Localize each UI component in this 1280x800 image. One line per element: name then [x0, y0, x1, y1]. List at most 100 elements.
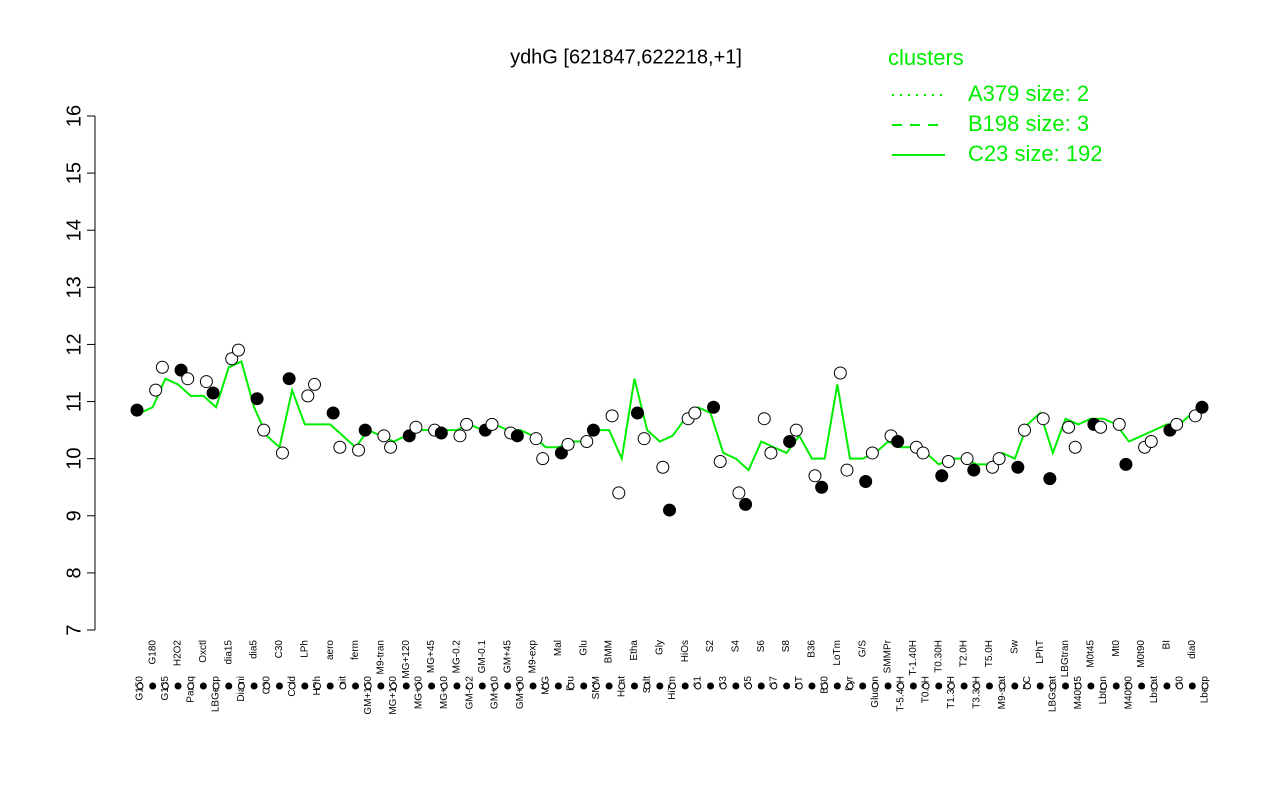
x-tick-label: G/S: [857, 640, 868, 658]
x-tick-label: Sw: [1009, 639, 1020, 654]
x-tick-label: GM+10: [490, 676, 501, 710]
category-marker: [504, 682, 512, 690]
x-tick-label: T-5.40H: [895, 676, 906, 712]
data-point: [783, 435, 797, 449]
data-point: [1119, 457, 1133, 471]
x-tick-label: S7: [769, 676, 780, 689]
category-marker: [1011, 682, 1019, 690]
data-point: [529, 432, 543, 446]
category-marker: [326, 682, 334, 690]
x-tick-label: S4: [731, 640, 742, 653]
x-tick-label: nit: [337, 676, 348, 687]
data-point: [485, 417, 499, 431]
category-marker: [605, 682, 613, 690]
plot-area: [95, 95, 1220, 630]
x-tick-label: HiOs: [680, 640, 691, 662]
data-point: [1094, 420, 1108, 434]
data-point: [510, 429, 524, 443]
data-point: [833, 366, 847, 380]
data-point: [935, 469, 949, 483]
data-point: [206, 386, 220, 400]
data-point: [308, 377, 321, 391]
data-point: [707, 400, 721, 414]
legend-label: A379 size: 2: [968, 81, 1089, 106]
category-marker: [440, 682, 448, 690]
category-marker: [1036, 682, 1044, 690]
x-tick-label: GM+45: [502, 640, 513, 674]
category-marker: [783, 682, 791, 690]
y-tick-label: 10: [63, 448, 85, 470]
x-tick-label: MG+150: [388, 676, 399, 715]
legend-label: B198 size: 3: [968, 111, 1089, 136]
category-marker: [390, 682, 398, 690]
data-point: [764, 446, 778, 460]
data-point: [434, 426, 448, 440]
chart-title: ydhG [621847,622218,+1]: [510, 46, 742, 68]
category-marker: [516, 682, 524, 690]
category-marker: [985, 682, 993, 690]
data-point: [130, 403, 144, 417]
data-point: [181, 372, 195, 386]
x-tick-label: S1: [692, 676, 703, 689]
category-marker: [732, 682, 740, 690]
data-point: [1062, 420, 1076, 434]
data-point: [688, 406, 702, 420]
x-tick-label: BMM: [604, 640, 615, 663]
x-tick-label: LBGtran: [1060, 640, 1071, 677]
x-tick-label: Mt0: [1111, 640, 1122, 657]
category-marker: [973, 682, 981, 690]
data-point: [992, 452, 1006, 466]
data-point: [808, 469, 822, 483]
category-marker: [1087, 682, 1095, 690]
x-tick-label: B36: [807, 640, 818, 658]
x-tick-label: LBGstat: [1047, 676, 1058, 712]
category-marker: [301, 682, 309, 690]
x-tick-label: MG+45: [426, 640, 437, 674]
category-marker: [1024, 682, 1031, 690]
x-tick-label: T0.30H: [933, 640, 944, 673]
category-marker: [225, 682, 233, 690]
category-marker: [314, 682, 321, 690]
x-tick-label: T3.30H: [971, 676, 982, 709]
category-marker: [757, 682, 765, 690]
x-tick-label: BT: [794, 676, 805, 689]
data-point: [941, 455, 955, 469]
x-tick-label: MG+120: [401, 640, 412, 679]
category-marker: [795, 682, 803, 690]
data-point: [149, 383, 163, 397]
data-point: [789, 423, 803, 437]
x-tick-label: Etha: [629, 640, 640, 661]
x-tick-label: Glu: [578, 640, 589, 656]
data-point: [732, 486, 746, 500]
y-tick-label: 12: [63, 333, 85, 355]
category-marker: [909, 682, 917, 690]
category-marker: [1125, 682, 1133, 690]
category-marker: [466, 682, 474, 690]
x-tick-label: S6: [756, 640, 767, 653]
category-marker: [681, 682, 689, 690]
category-marker: [745, 682, 753, 690]
category-marker: [491, 682, 499, 690]
y-tick-label: 7: [63, 624, 85, 635]
y-tick-label: 13: [63, 276, 85, 298]
category-marker: [428, 682, 436, 690]
data-point: [891, 435, 905, 449]
category-marker: [707, 682, 715, 690]
category-marker: [656, 682, 664, 690]
x-tick-label: S3: [718, 676, 729, 689]
data-point: [453, 429, 467, 443]
category-marker: [1049, 682, 1057, 690]
category-marker: [478, 682, 486, 690]
category-marker: [352, 682, 360, 690]
category-marker: [669, 682, 676, 690]
data-point: [225, 352, 239, 366]
data-point: [739, 497, 753, 511]
x-tick-label: dia5: [249, 640, 260, 659]
category-marker: [402, 682, 410, 690]
data-point: [1068, 440, 1082, 454]
data-point: [1018, 423, 1031, 437]
category-marker: [947, 682, 955, 690]
y-tick-label: 14: [63, 219, 85, 241]
data-point: [713, 455, 727, 469]
data-point: [377, 429, 391, 443]
